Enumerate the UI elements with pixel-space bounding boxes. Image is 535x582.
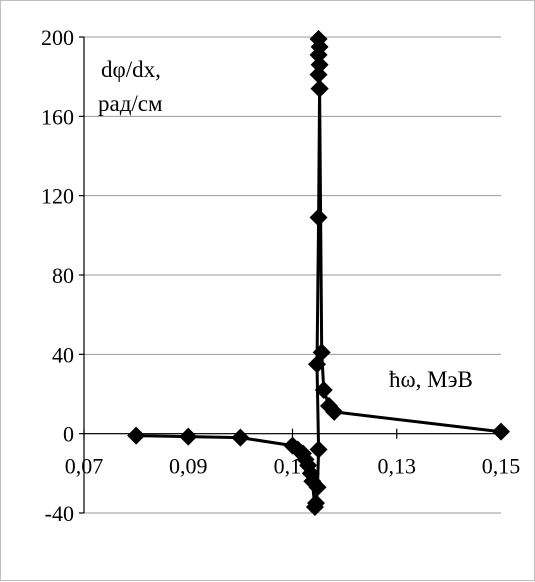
data-point-marker bbox=[231, 428, 250, 447]
data-point-marker bbox=[492, 422, 510, 441]
y-tick-label: 120 bbox=[41, 184, 74, 209]
data-point-marker bbox=[306, 494, 325, 513]
data-point-marker bbox=[309, 208, 328, 227]
y-tick-labels: 200 160 120 80 40 0 -40 bbox=[41, 25, 74, 526]
data-point-marker bbox=[127, 426, 146, 445]
x-tick-labels: 0,07 0,09 0,11 0,13 0,15 bbox=[65, 454, 521, 479]
y-tick-label: -40 bbox=[45, 501, 74, 526]
y-tick-label: 160 bbox=[41, 104, 74, 129]
y-axis-label-line2: рад/см bbox=[98, 91, 163, 116]
x-axis-label: ħω, МэВ bbox=[389, 367, 473, 392]
x-tick-label: 0,09 bbox=[169, 454, 208, 479]
y-tick-label: 0 bbox=[63, 422, 74, 447]
x-tick-label: 0,13 bbox=[378, 454, 417, 479]
data-series bbox=[127, 29, 510, 517]
data-point-marker bbox=[325, 402, 344, 421]
data-point-marker bbox=[309, 440, 328, 459]
data-point-marker bbox=[309, 29, 328, 48]
data-point-marker bbox=[312, 343, 331, 362]
x-tick-label: 0,15 bbox=[482, 454, 521, 479]
y-tick-label: 80 bbox=[52, 263, 74, 288]
data-point-marker bbox=[314, 381, 333, 400]
x-tick-label: 0,07 bbox=[65, 454, 104, 479]
data-point-marker bbox=[179, 427, 198, 446]
y-tick-label: 200 bbox=[41, 25, 74, 50]
data-point-marker bbox=[310, 79, 329, 98]
y-tick-label: 40 bbox=[52, 342, 74, 367]
y-axis-label-line1: dφ/dx, bbox=[101, 57, 161, 82]
data-point-marker bbox=[308, 478, 327, 497]
